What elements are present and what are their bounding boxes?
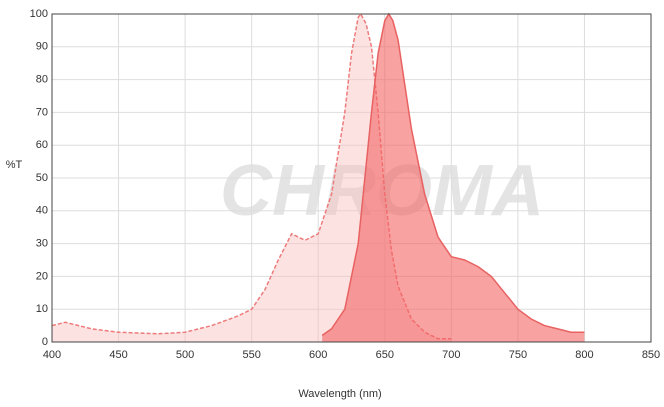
x-axis-label: Wavelength (nm)	[298, 388, 381, 400]
plot-frame	[51, 13, 652, 343]
x-tick-label: 550	[242, 349, 260, 361]
y-tick-label: 60	[36, 139, 48, 151]
x-tick-label: 750	[509, 349, 527, 361]
x-tick-label: 600	[309, 349, 327, 361]
y-tick-label: 100	[30, 8, 48, 20]
y-tick-label: 20	[36, 270, 48, 282]
y-tick-label: 70	[36, 106, 48, 118]
y-tick-label: 40	[36, 205, 48, 217]
y-tick-label: 50	[36, 172, 48, 184]
y-tick-label: 10	[36, 303, 48, 315]
y-tick-label: 80	[36, 74, 48, 86]
x-tick-label: 450	[109, 349, 127, 361]
y-axis-label: %T	[6, 159, 23, 171]
area-fill	[322, 14, 585, 342]
y-tick-label: 90	[36, 41, 48, 53]
x-tick-label: 500	[176, 349, 194, 361]
y-tick-label: 0	[42, 336, 48, 348]
x-tick-label: 800	[575, 349, 593, 361]
x-tick-label: 700	[442, 349, 460, 361]
x-tick-label: 850	[642, 349, 660, 361]
area-fill	[52, 14, 452, 342]
x-tick-label: 400	[43, 349, 61, 361]
x-tick-label: 650	[376, 349, 394, 361]
y-tick-label: 30	[36, 238, 48, 250]
spectrum-line	[321, 12, 585, 337]
